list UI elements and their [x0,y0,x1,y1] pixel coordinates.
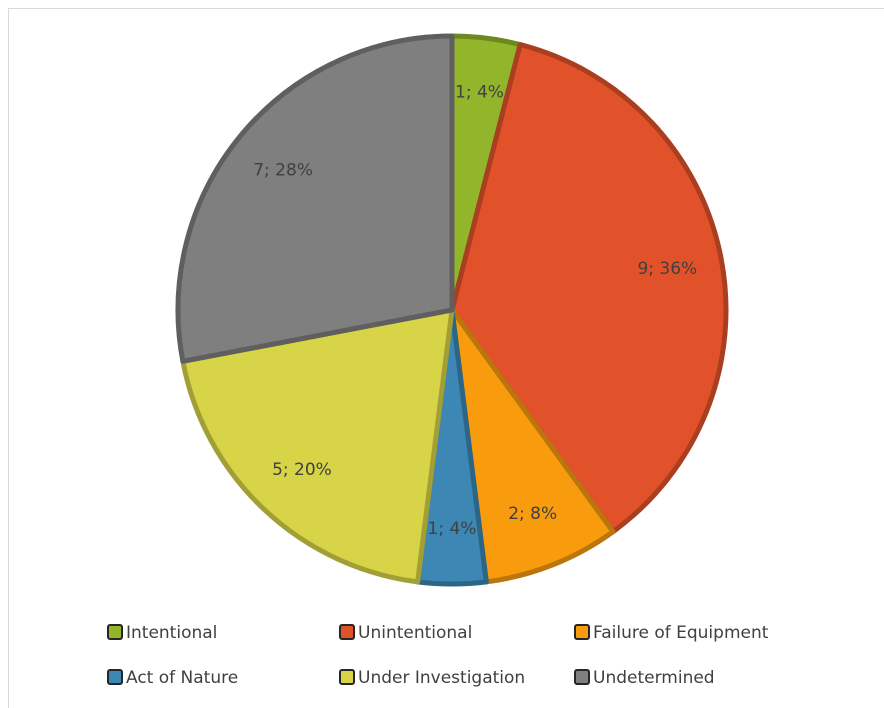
legend-label: Under Investigation [358,668,525,688]
data-label: 1; 4% [455,83,504,103]
legend-label: Act of Nature [126,668,238,688]
data-labels: 1; 4% 9; 36% 2; 8% 1; 4% 5; 20% 7; 28% [253,83,697,540]
legend-swatch [574,669,590,685]
pie-slice [175,33,455,364]
legend-label: Failure of Equipment [593,623,769,643]
legend: Intentional Unintentional Failure of Equip… [107,623,769,688]
pie-slice [180,307,455,585]
data-label: 2; 8% [508,504,557,524]
legend-swatch [339,624,355,640]
chart-border [8,8,884,708]
legend-label: Intentional [126,623,217,643]
data-label: 9; 36% [637,259,697,279]
pie-slice [449,307,616,585]
data-label: 1; 4% [428,519,477,539]
legend-swatch [107,624,123,640]
legend-swatch [574,624,590,640]
data-label: 7; 28% [253,160,313,180]
data-label: 5; 20% [272,460,332,480]
legend-label: Undetermined [593,668,715,688]
legend-swatch [107,669,123,685]
legend-swatch [339,669,355,685]
legend-label: Unintentional [358,623,472,643]
pie-slice [449,42,729,535]
pie [175,33,729,587]
